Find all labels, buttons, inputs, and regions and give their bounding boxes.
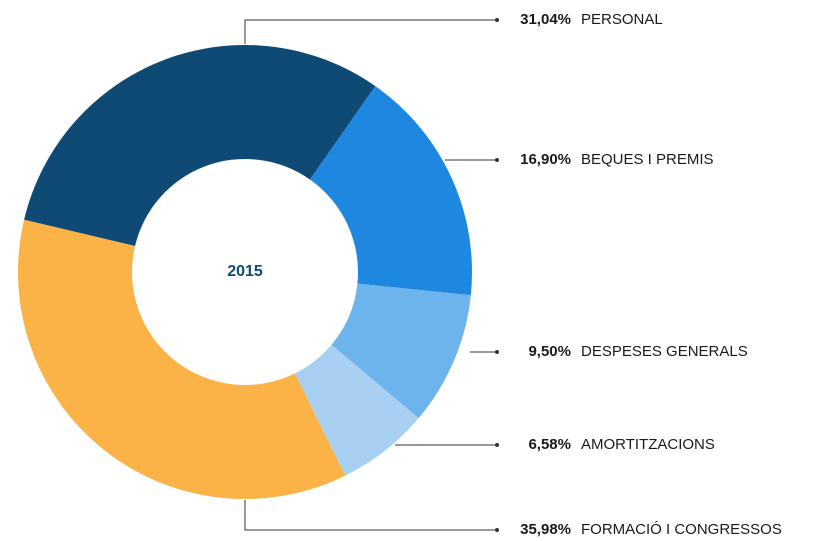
leader-line — [244, 500, 497, 531]
value-label: 9,50% — [528, 343, 571, 360]
value-label: 6,58% — [528, 436, 571, 453]
donut-slice — [294, 344, 419, 476]
leader-dot — [495, 158, 499, 162]
category-label: DESPESES GENERALS — [581, 343, 748, 360]
value-label: 31,04% — [520, 11, 571, 28]
leader-line — [244, 19, 497, 44]
donut-slice — [17, 219, 346, 499]
leader-dot — [495, 528, 499, 532]
category-label: BEQUES I PREMIS — [581, 151, 714, 168]
leader-dot — [495, 443, 499, 447]
category-label: FORMACIÓ I CONGRESSOS — [581, 521, 782, 538]
center-label: 2015 — [227, 263, 263, 280]
leader-dot — [495, 350, 499, 354]
value-label: 35,98% — [520, 521, 571, 538]
donut-slice — [331, 283, 471, 419]
donut-slice — [24, 45, 376, 247]
category-label: AMORTITZACIONS — [581, 436, 715, 453]
leader-dot — [495, 18, 499, 22]
donut-slice — [309, 86, 472, 296]
donut — [17, 45, 472, 499]
category-label: PERSONAL — [581, 11, 663, 28]
value-label: 16,90% — [520, 151, 571, 168]
